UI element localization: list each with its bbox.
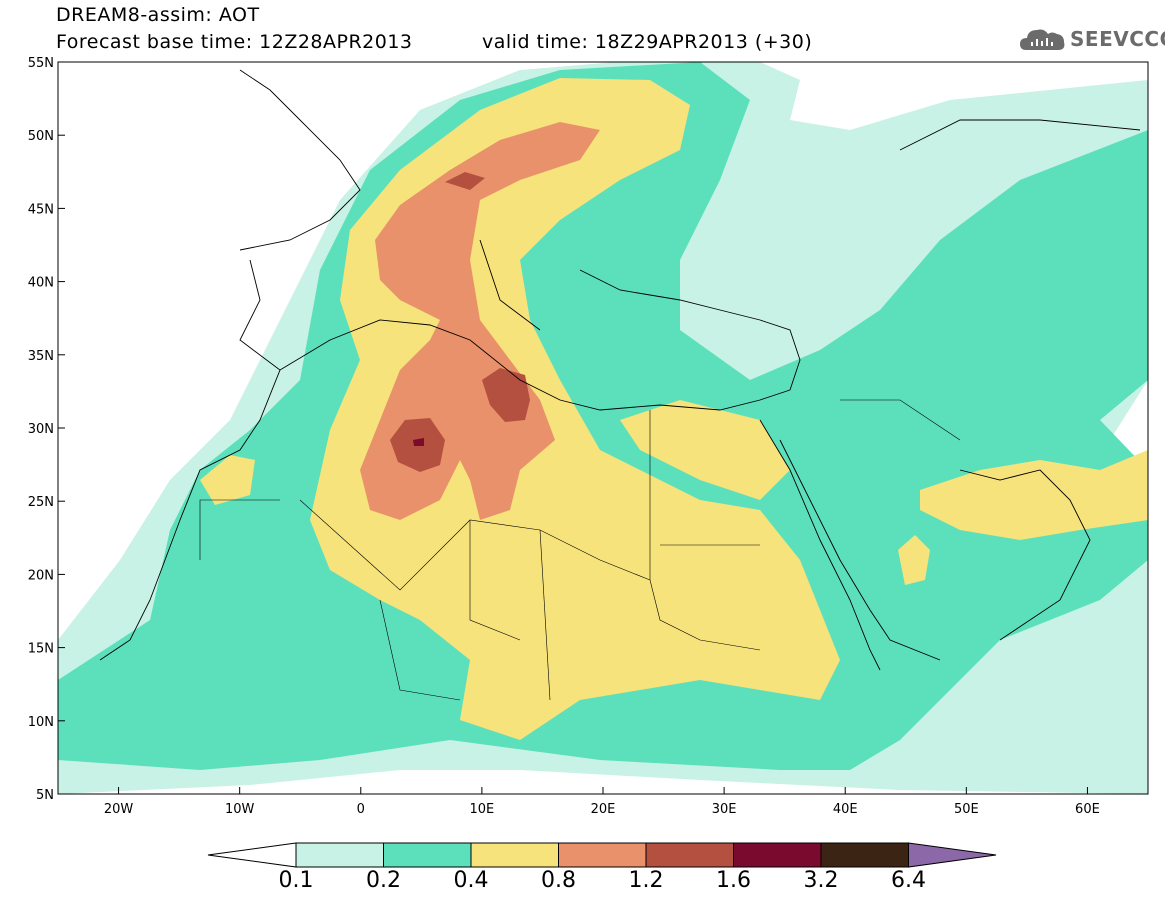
colorbar-swatch bbox=[558, 842, 647, 868]
lat-tick-label: 55N bbox=[28, 56, 54, 71]
longitude-axis: 20W 10W 0 10E 20E 30E 40E 50E 60E bbox=[104, 787, 1100, 817]
coastlines bbox=[99, 69, 1141, 671]
latitude-axis: 55N 50N 45N 40N 35N 30N 25N 20N 15N 10N 5N bbox=[28, 56, 65, 803]
colorbar-level-label: 6.4 bbox=[891, 868, 926, 893]
colorbar-swatch bbox=[820, 842, 909, 868]
valid-time: valid time: 18Z29APR2013 (+30) bbox=[482, 31, 813, 53]
aot-contour-0.4 bbox=[920, 450, 1148, 540]
aot-contour-1.6 bbox=[413, 438, 424, 446]
colorbar-level-label: 0.2 bbox=[366, 868, 401, 893]
colorbar-min-arrow bbox=[207, 842, 297, 868]
aot-contour-0.4 bbox=[200, 455, 255, 505]
aot-contour-1.2 bbox=[482, 368, 530, 422]
lon-tick-label: 20E bbox=[591, 802, 616, 817]
lon-tick-label: 10E bbox=[470, 802, 495, 817]
country-borders bbox=[199, 399, 961, 701]
lat-tick-label: 45N bbox=[28, 202, 54, 217]
lat-tick-label: 20N bbox=[28, 568, 54, 583]
colorbar-level-label: 3.2 bbox=[803, 868, 839, 893]
colorbar-level-label: 0.8 bbox=[541, 868, 576, 893]
lat-tick-label: 15N bbox=[28, 642, 54, 657]
lon-tick-label: 40E bbox=[833, 802, 858, 817]
lat-tick-label: 25N bbox=[28, 495, 54, 510]
colorbar-swatch bbox=[383, 842, 472, 868]
colorbar-level-label: 0.1 bbox=[278, 868, 314, 893]
lon-tick-label: 50E bbox=[954, 802, 979, 817]
cloud-icon bbox=[1020, 29, 1065, 50]
lat-tick-label: 50N bbox=[28, 129, 54, 144]
forecast-base-time: Forecast base time: 12Z28APR2013 bbox=[56, 31, 413, 53]
colorbar-swatch bbox=[733, 842, 822, 868]
lon-tick-label: 20W bbox=[104, 802, 134, 817]
lat-tick-label: 40N bbox=[28, 276, 54, 291]
colorbar-swatch bbox=[645, 842, 734, 868]
lat-tick-label: 35N bbox=[28, 349, 54, 364]
logo-text: SEEVCCC bbox=[1070, 27, 1165, 51]
colorbar-level-label: 1.6 bbox=[716, 868, 751, 893]
aot-contour-0.2 bbox=[58, 62, 1148, 770]
lon-tick-label: 0 bbox=[357, 802, 365, 817]
lat-tick-label: 5N bbox=[36, 788, 54, 803]
lat-tick-label: 30N bbox=[28, 422, 54, 437]
aot-contour-0.4 bbox=[898, 535, 930, 585]
lon-tick-label: 60E bbox=[1075, 802, 1100, 817]
lon-tick-label: 10W bbox=[225, 802, 255, 817]
chart-title: DREAM8-assim: AOT bbox=[56, 4, 260, 26]
aot-contour-0.4 bbox=[620, 400, 790, 500]
colorbar-max-arrow bbox=[908, 842, 997, 868]
lon-tick-label: 30E bbox=[712, 802, 737, 817]
colorbar-level-label: 0.4 bbox=[453, 868, 489, 893]
seevccc-logo: SEEVCCC bbox=[1018, 22, 1165, 58]
colorbar-level-label: 1.2 bbox=[628, 868, 664, 893]
aot-contour-1.2 bbox=[445, 172, 485, 190]
colorbar-swatch bbox=[295, 842, 384, 868]
colorbar-swatch bbox=[470, 842, 559, 868]
lat-tick-label: 10N bbox=[28, 715, 54, 730]
